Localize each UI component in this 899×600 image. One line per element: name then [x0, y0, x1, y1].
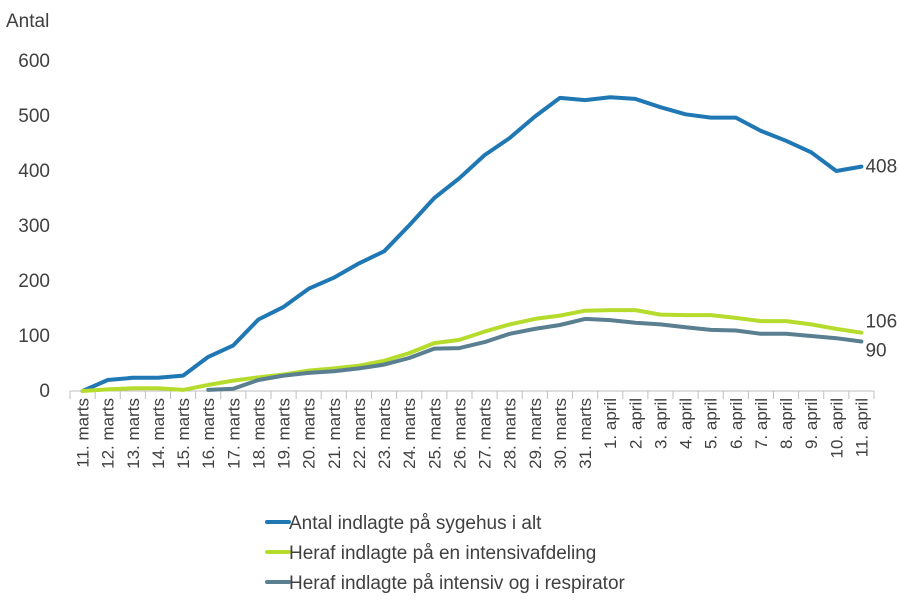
y-axis-label: Antal: [6, 11, 49, 32]
legend-label: Antal indlagte på sygehus i alt: [289, 513, 542, 534]
end-labels: 408 106 90: [865, 157, 897, 362]
x-tick-label: 9. april: [802, 398, 821, 449]
x-tick-label: 28. marts: [501, 398, 520, 469]
x-tick-label: 20. marts: [300, 398, 319, 469]
x-tick-label: 23. marts: [375, 398, 394, 469]
x-tick-label: 11. marts: [74, 398, 93, 468]
x-tick-label: 15. marts: [174, 398, 193, 469]
x-tick-label: 13. marts: [124, 398, 143, 469]
y-tick-label: 0: [39, 381, 50, 402]
x-tick-label: 22. marts: [350, 398, 369, 469]
x-tick-label: 19. marts: [275, 398, 294, 469]
x-tick-label: 5. april: [702, 398, 721, 449]
x-tick-label: 3. april: [651, 398, 670, 449]
end-label-series-1: 408: [865, 157, 897, 178]
x-tick-label: 8. april: [777, 398, 796, 449]
x-tick-label: 11. april: [852, 398, 871, 457]
x-tick-label: 2. april: [626, 398, 645, 449]
x-axis-labels: 11. marts 12. marts 13. marts 14. marts 15. …: [74, 398, 872, 469]
series-line-1: [80, 95, 864, 393]
legend-label: Heraf indlagte på intensiv og i respirat…: [289, 573, 626, 594]
y-tick-label: 300: [18, 216, 50, 237]
x-tick-label: 26. marts: [450, 398, 469, 469]
y-tick-label: 200: [18, 271, 50, 292]
x-tick-label: 4. april: [677, 398, 696, 449]
legend: Antal indlagte på sygehus i alt Heraf ind…: [265, 513, 626, 594]
x-tick-label: 16. marts: [199, 398, 218, 469]
x-tick-label: 7. april: [752, 398, 771, 449]
y-tick-label: 500: [18, 106, 50, 127]
x-tick-label: 24. marts: [400, 398, 419, 469]
y-axis-ticks: 0 100 200 300 400 500 600: [18, 51, 50, 402]
end-label-series-3: 90: [865, 341, 886, 362]
x-tick-label: 21. marts: [325, 398, 344, 469]
y-tick-label: 400: [18, 161, 50, 182]
series-line-2: [80, 308, 864, 393]
legend-label: Heraf indlagte på en intensivafdeling: [289, 543, 596, 564]
x-tick-label: 6. april: [727, 398, 746, 449]
x-tick-label: 12. marts: [99, 398, 118, 469]
x-axis-ticks: [69, 391, 875, 399]
x-tick-label: 14. marts: [149, 398, 168, 469]
series-lines: [80, 95, 864, 393]
x-tick-label: 18. marts: [249, 398, 268, 469]
x-tick-label: 17. marts: [224, 398, 243, 469]
x-tick-label: 31. marts: [576, 398, 595, 469]
y-tick-label: 100: [18, 326, 50, 347]
x-tick-label: 29. marts: [526, 398, 545, 469]
end-label-series-2: 106: [865, 312, 897, 333]
series-line-3: [206, 316, 864, 392]
x-tick-label: 10. april: [827, 398, 846, 458]
x-tick-label: 30. marts: [551, 398, 570, 469]
x-tick-label: 25. marts: [425, 398, 444, 469]
x-tick-label: 27. marts: [476, 398, 495, 469]
x-tick-label: 1. april: [601, 398, 620, 449]
y-tick-label: 600: [18, 51, 50, 72]
